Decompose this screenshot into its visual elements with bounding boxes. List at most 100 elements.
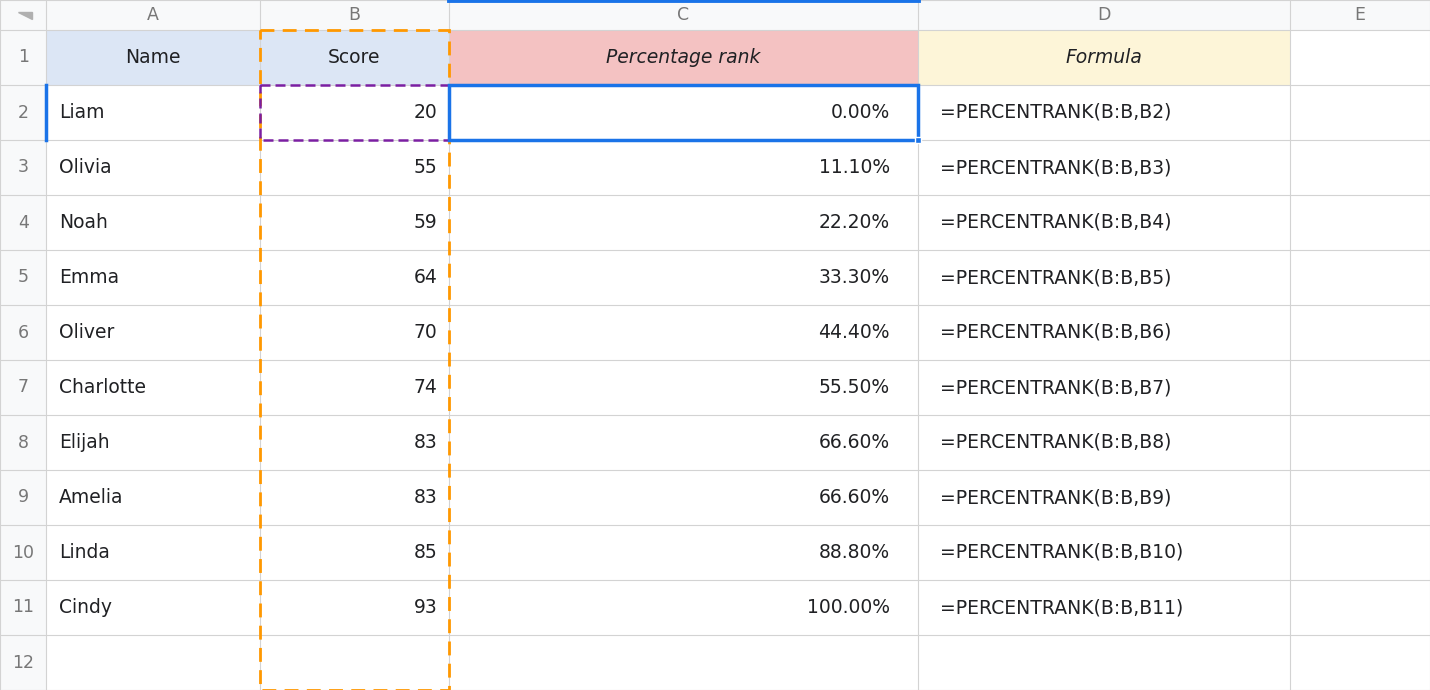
- Bar: [449, 85, 918, 140]
- Text: Name: Name: [126, 48, 180, 67]
- Bar: [449, 85, 918, 140]
- Text: C: C: [678, 6, 689, 24]
- Text: =PERCENTRANK(B:B,B5): =PERCENTRANK(B:B,B5): [941, 268, 1171, 287]
- Bar: [449, 360, 918, 415]
- Polygon shape: [19, 12, 31, 19]
- Bar: [0, 85, 46, 140]
- Text: 6: 6: [17, 324, 29, 342]
- Bar: [260, 525, 449, 580]
- Bar: [915, 137, 921, 143]
- Bar: [1290, 0, 1430, 30]
- Text: Noah: Noah: [59, 213, 109, 232]
- Bar: [918, 360, 1290, 415]
- Bar: [0, 525, 46, 580]
- Bar: [260, 580, 449, 635]
- Text: 5: 5: [17, 268, 29, 286]
- Bar: [1290, 470, 1430, 525]
- Bar: [1290, 85, 1430, 140]
- Text: 55.50%: 55.50%: [819, 378, 889, 397]
- Text: 9: 9: [17, 489, 29, 506]
- Text: 3: 3: [17, 159, 29, 177]
- Text: E: E: [1354, 6, 1366, 24]
- Bar: [918, 470, 1290, 525]
- Bar: [46, 580, 260, 635]
- Bar: [1290, 250, 1430, 305]
- Bar: [449, 0, 918, 30]
- Bar: [260, 85, 449, 140]
- Text: Formula: Formula: [1065, 48, 1143, 67]
- Bar: [0, 305, 46, 360]
- Bar: [1290, 580, 1430, 635]
- Bar: [260, 30, 449, 690]
- Bar: [1290, 360, 1430, 415]
- Bar: [1290, 195, 1430, 250]
- Bar: [260, 360, 449, 415]
- Bar: [0, 635, 46, 690]
- Text: =PERCENTRANK(B:B,B3): =PERCENTRANK(B:B,B3): [941, 158, 1171, 177]
- Text: 11: 11: [13, 598, 34, 616]
- Bar: [1290, 525, 1430, 580]
- Text: 33.30%: 33.30%: [819, 268, 889, 287]
- Text: =PERCENTRANK(B:B,B9): =PERCENTRANK(B:B,B9): [941, 488, 1171, 507]
- Text: =PERCENTRANK(B:B,B2): =PERCENTRANK(B:B,B2): [941, 103, 1171, 122]
- Text: 10: 10: [13, 544, 34, 562]
- Bar: [449, 30, 918, 85]
- Bar: [918, 195, 1290, 250]
- Bar: [46, 470, 260, 525]
- Bar: [260, 0, 449, 30]
- Bar: [46, 0, 260, 30]
- Text: Score: Score: [327, 48, 380, 67]
- Bar: [46, 30, 260, 85]
- Text: 22.20%: 22.20%: [819, 213, 889, 232]
- Bar: [918, 580, 1290, 635]
- Bar: [260, 30, 449, 85]
- Bar: [0, 30, 46, 85]
- Bar: [918, 305, 1290, 360]
- Text: 66.60%: 66.60%: [819, 433, 889, 452]
- Bar: [46, 85, 260, 140]
- Bar: [918, 85, 1290, 140]
- Text: Amelia: Amelia: [59, 488, 123, 507]
- Text: 1: 1: [17, 48, 29, 66]
- Bar: [1290, 140, 1430, 195]
- Text: 0.00%: 0.00%: [831, 103, 889, 122]
- Bar: [260, 195, 449, 250]
- Text: =PERCENTRANK(B:B,B6): =PERCENTRANK(B:B,B6): [941, 323, 1171, 342]
- Bar: [0, 580, 46, 635]
- Bar: [46, 525, 260, 580]
- Text: 11.10%: 11.10%: [819, 158, 889, 177]
- Bar: [449, 140, 918, 195]
- Text: 66.60%: 66.60%: [819, 488, 889, 507]
- Bar: [260, 635, 449, 690]
- Text: Elijah: Elijah: [59, 433, 110, 452]
- Bar: [449, 250, 918, 305]
- Text: 55: 55: [413, 158, 438, 177]
- Bar: [449, 635, 918, 690]
- Text: =PERCENTRANK(B:B,B4): =PERCENTRANK(B:B,B4): [941, 213, 1171, 232]
- Text: 44.40%: 44.40%: [818, 323, 889, 342]
- Bar: [1290, 415, 1430, 470]
- Text: 83: 83: [413, 488, 438, 507]
- Bar: [1290, 30, 1430, 85]
- Text: =PERCENTRANK(B:B,B11): =PERCENTRANK(B:B,B11): [941, 598, 1184, 617]
- Text: 2: 2: [17, 104, 29, 121]
- Bar: [1290, 635, 1430, 690]
- Bar: [46, 360, 260, 415]
- Bar: [918, 250, 1290, 305]
- Text: =PERCENTRANK(B:B,B10): =PERCENTRANK(B:B,B10): [941, 543, 1184, 562]
- Text: 83: 83: [413, 433, 438, 452]
- Text: 74: 74: [413, 378, 438, 397]
- Text: D: D: [1097, 6, 1111, 24]
- Text: Oliver: Oliver: [59, 323, 114, 342]
- Bar: [918, 635, 1290, 690]
- Bar: [0, 470, 46, 525]
- Bar: [0, 195, 46, 250]
- Text: B: B: [347, 6, 360, 24]
- Text: Emma: Emma: [59, 268, 119, 287]
- Text: 59: 59: [413, 213, 438, 232]
- Text: 70: 70: [413, 323, 438, 342]
- Text: 85: 85: [413, 543, 438, 562]
- Bar: [260, 415, 449, 470]
- Bar: [46, 635, 260, 690]
- Text: 12: 12: [13, 653, 34, 671]
